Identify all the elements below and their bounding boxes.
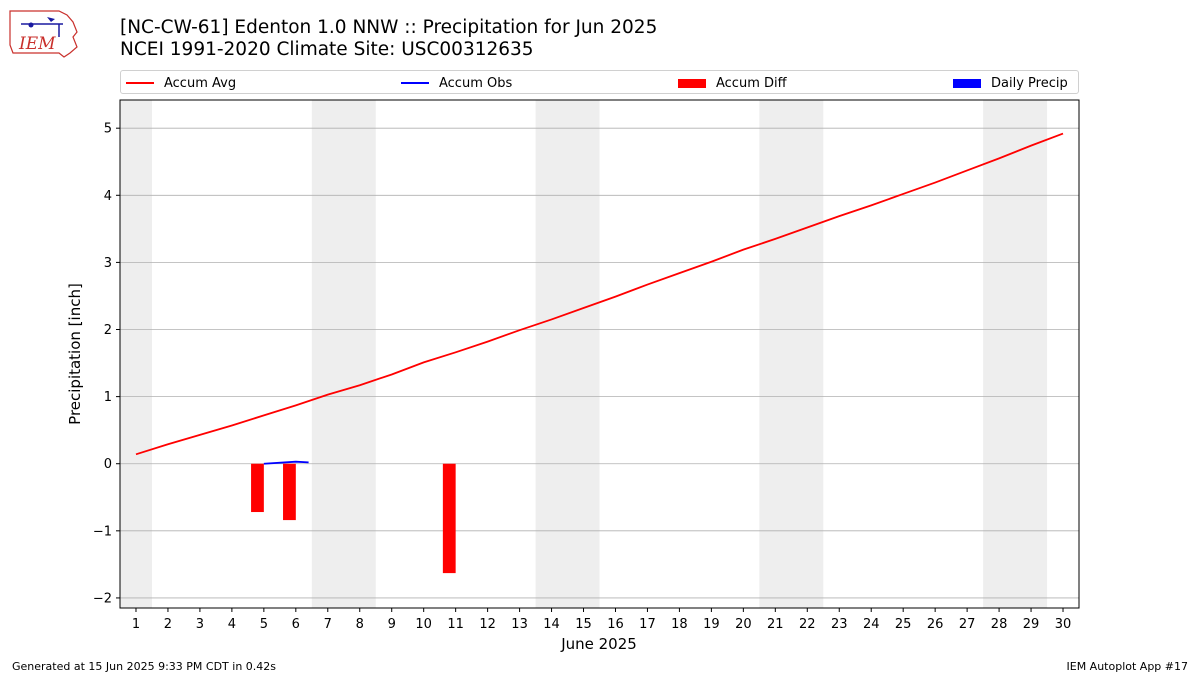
x-axis-label: June 2025 <box>560 635 637 653</box>
y-tick-label-3: 1 <box>104 390 112 405</box>
accum-obs-line <box>263 460 309 465</box>
x-tick-label-18: 19 <box>703 617 720 632</box>
y-tick-label-0: −2 <box>93 591 112 606</box>
x-tick-label-19: 20 <box>735 617 752 632</box>
title-line-1: [NC-CW-61] Edenton 1.0 NNW :: Precipitat… <box>120 17 658 38</box>
x-tick-label-12: 13 <box>511 617 528 632</box>
weekend-band-3 <box>759 100 824 608</box>
x-tick-label-23: 24 <box>863 617 880 632</box>
y-tick-label-1: −1 <box>93 524 112 539</box>
weekend-band-1 <box>311 100 376 608</box>
x-tick-label-17: 18 <box>671 617 688 632</box>
chart-legend: Accum Avg Accum Obs Accum Diff Daily Pre… <box>120 70 1079 94</box>
series-lines <box>135 132 1064 465</box>
x-tick-label-21: 22 <box>799 617 816 632</box>
legend-daily-precip-swatch <box>953 78 981 88</box>
y-tick-label-7: 5 <box>104 122 112 137</box>
x-tick-label-11: 12 <box>479 617 496 632</box>
legend-daily-precip-label: Daily Precip <box>991 75 1068 91</box>
accum-diff-bar-1 <box>283 463 296 521</box>
x-tick-label-14: 15 <box>575 617 592 632</box>
logo-text: IEM <box>18 34 56 54</box>
iem-logo: IEM <box>9 10 78 58</box>
x-tick-label-1: 2 <box>164 617 172 632</box>
x-tick-label-8: 9 <box>388 617 396 632</box>
y-tick-label-6: 4 <box>104 189 112 204</box>
legend-accum-avg-label: Accum Avg <box>164 75 237 91</box>
accum-diff-bar-2 <box>442 463 456 574</box>
x-axis-ticks: 1 2 3 4 5 6 7 8 9 10 11 12 13 14 15 16 17 18 19 20 21 22 23 24 2… <box>132 608 1071 632</box>
x-tick-label-13: 14 <box>543 617 560 632</box>
legend-accum-diff: Accum Diff <box>678 74 787 92</box>
weekend-bands <box>120 100 1048 608</box>
legend-accum-obs-swatch <box>401 82 429 84</box>
plot-frame <box>119 99 1080 609</box>
x-tick-label-5: 6 <box>292 617 300 632</box>
legend-accum-avg: Accum Avg <box>126 74 236 92</box>
x-tick-label-29: 30 <box>1055 617 1072 632</box>
y-axis-ticks: −2 −1 0 1 2 3 4 5 <box>93 122 120 606</box>
x-tick-label-22: 23 <box>831 617 848 632</box>
legend-accum-diff-label: Accum Diff <box>716 75 787 91</box>
x-tick-label-15: 16 <box>607 617 624 632</box>
accum-diff-bars <box>251 463 456 574</box>
legend-accum-avg-swatch <box>126 82 154 84</box>
x-tick-label-0: 1 <box>132 617 140 632</box>
chart-title: [NC-CW-61] Edenton 1.0 NNW :: Precipitat… <box>120 17 657 61</box>
accum-diff-bar-0 <box>251 463 264 513</box>
x-tick-label-28: 29 <box>1023 617 1040 632</box>
x-tick-label-7: 8 <box>356 617 364 632</box>
footer-generated: Generated at 15 Jun 2025 9:33 PM CDT in … <box>12 660 277 673</box>
footer-app: IEM Autoplot App #17 <box>1066 660 1189 673</box>
y-gridlines <box>120 127 1079 599</box>
x-tick-label-3: 4 <box>228 617 236 632</box>
y-tick-label-4: 2 <box>104 323 112 338</box>
x-tick-label-25: 26 <box>927 617 944 632</box>
x-tick-label-10: 11 <box>447 617 464 632</box>
weekend-band-2 <box>535 100 600 608</box>
y-tick-label-5: 3 <box>104 256 112 271</box>
legend-accum-obs-label: Accum Obs <box>439 75 513 91</box>
legend-daily-precip: Daily Precip <box>953 74 1068 92</box>
x-tick-label-27: 28 <box>991 617 1008 632</box>
title-line-2: NCEI 1991-2020 Climate Site: USC00312635 <box>120 39 534 60</box>
legend-accum-obs: Accum Obs <box>401 74 512 92</box>
x-tick-label-16: 17 <box>639 617 656 632</box>
x-tick-label-24: 25 <box>895 617 912 632</box>
weekend-band-4 <box>983 100 1048 608</box>
x-tick-label-6: 7 <box>324 617 332 632</box>
y-tick-label-2: 0 <box>104 457 112 472</box>
x-tick-label-2: 3 <box>196 617 204 632</box>
y-axis-label: Precipitation [inch] <box>66 283 84 425</box>
x-tick-label-26: 27 <box>959 617 976 632</box>
weekend-band-0 <box>120 100 152 608</box>
legend-accum-diff-swatch <box>678 78 706 88</box>
x-tick-label-9: 10 <box>415 617 432 632</box>
accum-avg-line <box>135 132 1064 456</box>
x-tick-label-4: 5 <box>260 617 268 632</box>
x-tick-label-20: 21 <box>767 617 784 632</box>
